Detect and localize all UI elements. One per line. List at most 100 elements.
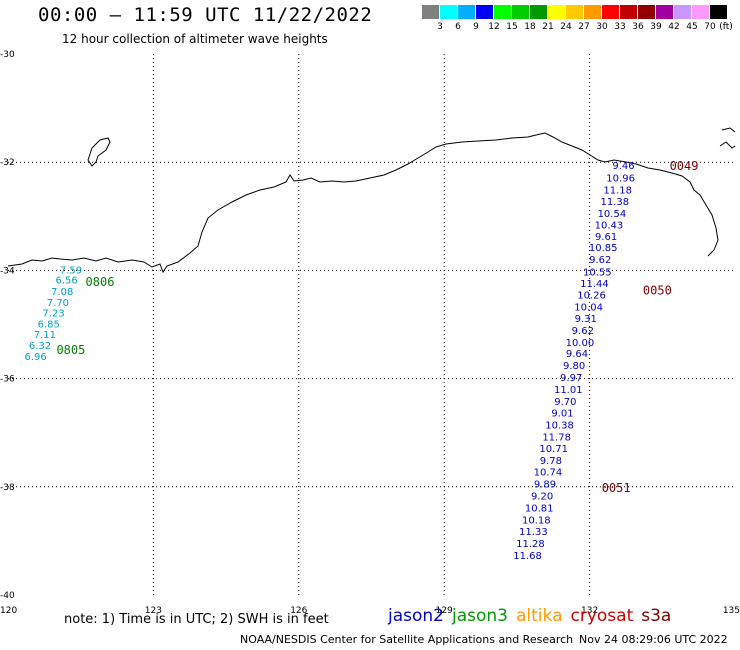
swh-value-label: 9.01: [551, 409, 573, 420]
track-time-label: 0049: [670, 159, 699, 173]
swh-value-label: 11.68: [513, 551, 542, 562]
longitude-tick-label: 135: [723, 606, 740, 616]
map-title: 00:00 – 11:59 UTC 11/22/2022: [38, 4, 373, 26]
swh-value-label: 11.44: [580, 279, 609, 290]
colorbar-swatch: [656, 5, 673, 19]
swh-value-label: 10.85: [589, 243, 618, 254]
swh-value-label: 6.85: [38, 319, 60, 330]
map-gridlines: [8, 54, 735, 595]
track-time-label: 0051: [602, 481, 631, 495]
colorbar-tick-label: 6: [455, 22, 461, 32]
colorbar-swatch: [440, 5, 457, 19]
swh-value-label: 7.23: [42, 309, 64, 320]
credit-line: NOAA/NESDIS Center for Satellite Applica…: [240, 633, 574, 646]
colorbar-tick-label: 12: [488, 22, 500, 32]
swh-value-label: 10.55: [583, 267, 612, 278]
swh-value-label: 11.38: [600, 197, 629, 208]
swh-value-label: 10.71: [539, 444, 568, 455]
legend-entry-cryosat: cryosat: [570, 606, 634, 626]
colorbar-tick-label: 39: [650, 22, 662, 32]
colorbar-swatch: [620, 5, 637, 19]
track-time-label: 0806: [86, 275, 115, 289]
colorbar-swatch: [566, 5, 583, 19]
latitude-tick-label: -36: [0, 375, 15, 385]
colorbar-tick-label: 70: [704, 22, 716, 32]
swh-value-label: 10.04: [574, 303, 603, 314]
satellite-legend: jason2 jason3 altika cryosat s3a: [388, 606, 679, 626]
legend-entry-jason3: jason3: [452, 606, 508, 626]
latitude-tick-label: -30: [0, 50, 15, 60]
track-time-label: 0050: [643, 283, 672, 297]
mainland-coastline: [7, 132, 719, 274]
colorbar-swatch: [494, 5, 511, 19]
colorbar-swatch: [458, 5, 475, 19]
colorbar-tick-label: 18: [524, 22, 536, 32]
colorbar-swatch: [584, 5, 601, 19]
swh-value-label: 10.81: [525, 503, 554, 514]
swh-value-label: 10.18: [522, 515, 551, 526]
swh-value-label: 11.33: [519, 527, 548, 538]
longitude-tick-label: 123: [145, 606, 162, 616]
swh-value-label: 7.59: [60, 265, 82, 276]
colorbar-swatch: [530, 5, 547, 19]
colorbar-swatch: [638, 5, 655, 19]
colorbar-tick-label: 27: [578, 22, 590, 32]
colorbar-unit-label: (ft): [719, 22, 733, 32]
swh-value-label: 11.01: [554, 385, 583, 396]
colorbar-tick-label: 45: [686, 22, 698, 32]
colorbar-swatch: [674, 5, 691, 19]
latitude-tick-label: -32: [0, 158, 15, 168]
colorbar-tick-label: 3: [437, 22, 443, 32]
swh-value-label: 10.38: [545, 421, 574, 432]
satellite-tracks: 7.596.567.087.707.236.857.116.326.96 0806…: [24, 159, 698, 562]
longitude-tick-label: 132: [581, 606, 598, 616]
swh-value-label: 6.32: [29, 341, 51, 352]
coastline: [7, 127, 736, 274]
swh-value-label: 9.61: [595, 232, 617, 243]
eastern-coastline: [719, 127, 736, 149]
legend-entry-jason2: jason2: [388, 606, 444, 626]
colorbar-tick-label: 15: [506, 22, 518, 32]
swh-value-label: 9.31: [575, 314, 597, 325]
swh-value-label: 10.96: [606, 173, 635, 184]
swh-value-label: 9.70: [554, 397, 576, 408]
swh-value-label: 11.18: [603, 185, 632, 196]
swh-value-label: 10.74: [534, 468, 563, 479]
colorbar-swatch: [710, 5, 727, 19]
swh-value-label: 9.78: [540, 456, 562, 467]
axis-tick-labels: 120 123 126 129 132 135 -30 -32 -34 -36 -38 -40: [0, 50, 740, 616]
track-time-label: 0805: [56, 343, 85, 357]
latitude-tick-label: -40: [0, 591, 15, 601]
latitude-tick-label: -34: [0, 266, 15, 276]
swh-value-label: 10.26: [577, 291, 606, 302]
swh-value-label: 9.80: [563, 361, 585, 372]
legend-entry-s3a: s3a: [641, 606, 672, 626]
swh-value-label: 6.56: [56, 276, 78, 287]
swh-value-label: 7.70: [47, 298, 69, 309]
colorbar-tick-label: 24: [560, 22, 572, 32]
swh-value-label: 10.00: [566, 338, 595, 349]
swh-value-label: 9.62: [589, 255, 611, 266]
generation-timestamp: Nov 24 08:29:06 UTC 2022: [579, 633, 728, 646]
swh-value-label: 11.78: [542, 432, 571, 443]
swh-value-label: 11.28: [516, 539, 545, 550]
colorbar-swatch: [512, 5, 529, 19]
swh-value-label: 9.89: [534, 480, 556, 491]
swh-value-label: 10.54: [598, 209, 627, 220]
colorbar-tick-label: 33: [614, 22, 626, 32]
colorbar-tick-label: 9: [473, 22, 479, 32]
legend-entry-altika: altika: [516, 606, 563, 626]
swh-value-label: 10.43: [595, 220, 624, 231]
swh-value-label: 9.62: [572, 326, 594, 337]
colorbar-tick-label: 30: [596, 22, 608, 32]
colorbar-swatch: [548, 5, 565, 19]
longitude-tick-label: 126: [290, 606, 307, 616]
colorbar-tick-label: 42: [668, 22, 680, 32]
swh-value-label: 6.96: [24, 352, 46, 363]
swh-value-label: 7.08: [51, 287, 73, 298]
colorbar-tick-label: 21: [542, 22, 554, 32]
longitude-tick-label: 129: [436, 606, 453, 616]
colorbar-swatch: [476, 5, 493, 19]
units-note: note: 1) Time is in UTC; 2) SWH is in fe…: [64, 612, 329, 627]
map-subtitle: 12 hour collection of altimeter wave hei…: [62, 32, 328, 46]
